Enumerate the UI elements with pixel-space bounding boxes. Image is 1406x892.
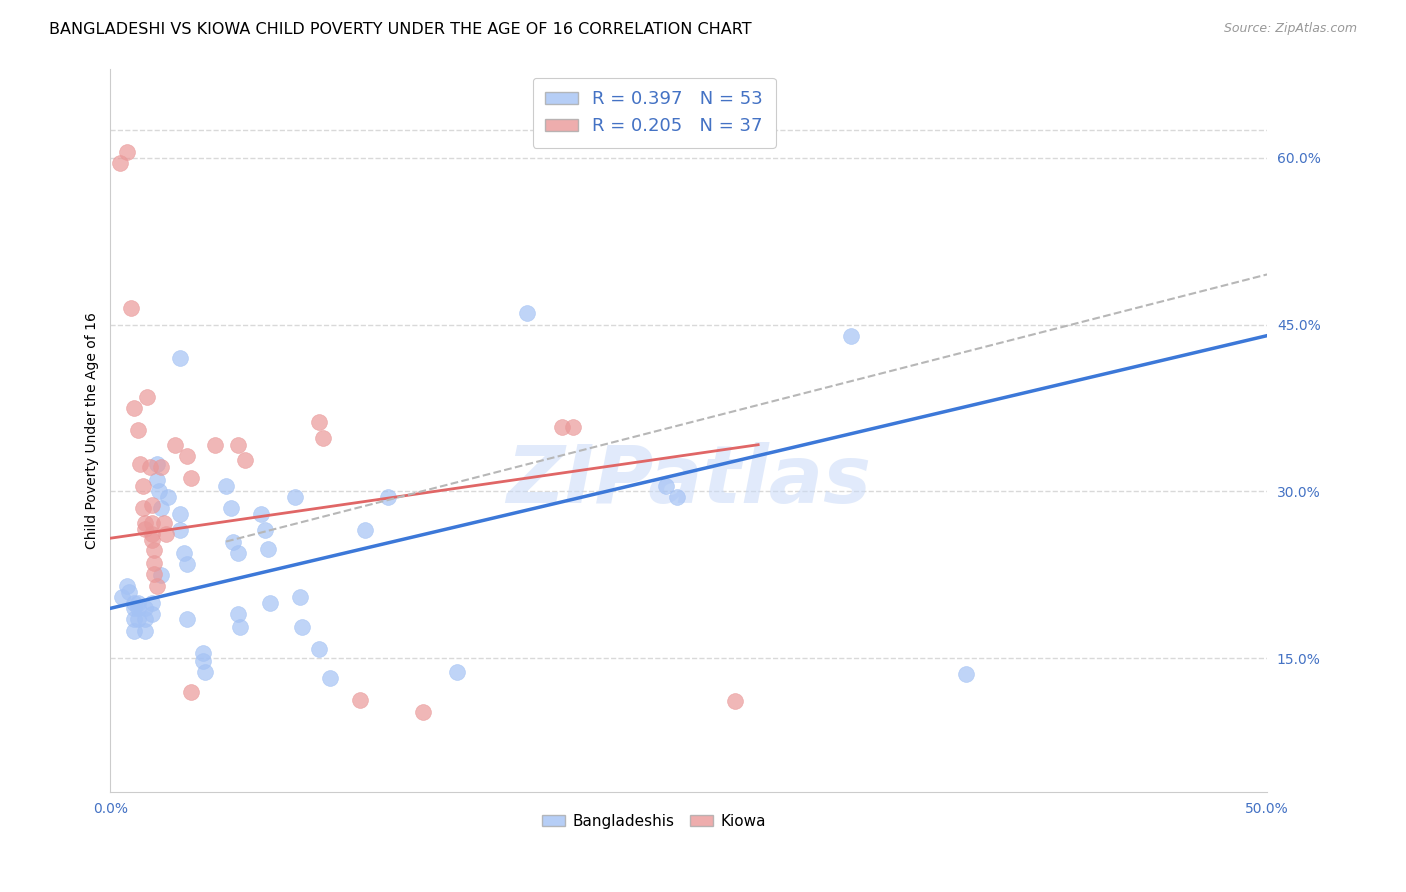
Point: [288, 590, 311, 604]
Point: [308, 642, 330, 657]
Point: [148, 484, 170, 499]
Point: [550, 420, 572, 434]
Point: [233, 453, 256, 467]
Point: [145, 473, 167, 487]
Point: [256, 542, 278, 557]
Point: [122, 612, 145, 626]
Point: [134, 612, 156, 626]
Y-axis label: Child Poverty Under the Age of 16: Child Poverty Under the Age of 16: [86, 312, 100, 549]
Point: [312, 431, 335, 445]
Point: [127, 601, 149, 615]
Point: [194, 665, 217, 679]
Point: [127, 596, 149, 610]
Point: [215, 479, 238, 493]
Point: [122, 401, 145, 415]
Point: [134, 624, 156, 638]
Point: [254, 524, 277, 538]
Point: [136, 390, 159, 404]
Point: [145, 579, 167, 593]
Point: [111, 590, 134, 604]
Point: [141, 533, 163, 548]
Point: [127, 423, 149, 437]
Point: [724, 694, 747, 708]
Point: [219, 501, 242, 516]
Point: [115, 145, 138, 159]
Point: [226, 607, 249, 621]
Point: [141, 596, 163, 610]
Point: [143, 543, 166, 558]
Point: [169, 524, 191, 538]
Point: [132, 501, 155, 516]
Point: [191, 646, 214, 660]
Point: [141, 498, 163, 512]
Point: [412, 705, 434, 719]
Point: [446, 665, 468, 679]
Point: [516, 306, 538, 320]
Point: [152, 516, 174, 530]
Point: [150, 460, 173, 475]
Point: [191, 654, 214, 668]
Point: [173, 546, 195, 560]
Point: [115, 579, 138, 593]
Point: [226, 438, 249, 452]
Point: [122, 596, 145, 610]
Point: [122, 624, 145, 638]
Point: [127, 612, 149, 626]
Point: [176, 612, 198, 626]
Point: [134, 522, 156, 536]
Point: [134, 516, 156, 530]
Point: [259, 596, 281, 610]
Point: [291, 620, 314, 634]
Point: [222, 534, 245, 549]
Point: [229, 620, 252, 634]
Point: [155, 526, 177, 541]
Point: [176, 449, 198, 463]
Point: [666, 490, 689, 504]
Text: BANGLADESHI VS KIOWA CHILD POVERTY UNDER THE AGE OF 16 CORRELATION CHART: BANGLADESHI VS KIOWA CHILD POVERTY UNDER…: [49, 22, 752, 37]
Point: [157, 490, 180, 504]
Point: [204, 438, 226, 452]
Point: [180, 471, 202, 485]
Point: [349, 692, 371, 706]
Point: [308, 416, 330, 430]
Point: [180, 685, 202, 699]
Point: [562, 420, 585, 434]
Point: [176, 557, 198, 571]
Point: [143, 566, 166, 581]
Point: [839, 328, 862, 343]
Point: [129, 457, 152, 471]
Legend: Bangladeshis, Kiowa: Bangladeshis, Kiowa: [536, 808, 772, 835]
Point: [319, 672, 342, 686]
Point: [138, 460, 160, 475]
Point: [955, 667, 977, 681]
Text: Source: ZipAtlas.com: Source: ZipAtlas.com: [1223, 22, 1357, 36]
Point: [150, 501, 173, 516]
Point: [354, 524, 377, 538]
Point: [150, 568, 173, 582]
Point: [108, 156, 131, 170]
Point: [165, 438, 187, 452]
Text: ZIPatlas: ZIPatlas: [506, 442, 872, 520]
Point: [143, 556, 166, 570]
Point: [120, 301, 142, 315]
Point: [169, 351, 191, 365]
Point: [134, 601, 156, 615]
Point: [132, 479, 155, 493]
Point: [249, 507, 271, 521]
Point: [145, 457, 167, 471]
Point: [377, 490, 399, 504]
Point: [122, 601, 145, 615]
Point: [654, 479, 676, 493]
Point: [169, 507, 191, 521]
Point: [284, 490, 307, 504]
Point: [226, 546, 249, 560]
Point: [118, 584, 141, 599]
Point: [141, 526, 163, 541]
Point: [141, 607, 163, 621]
Point: [141, 516, 163, 530]
